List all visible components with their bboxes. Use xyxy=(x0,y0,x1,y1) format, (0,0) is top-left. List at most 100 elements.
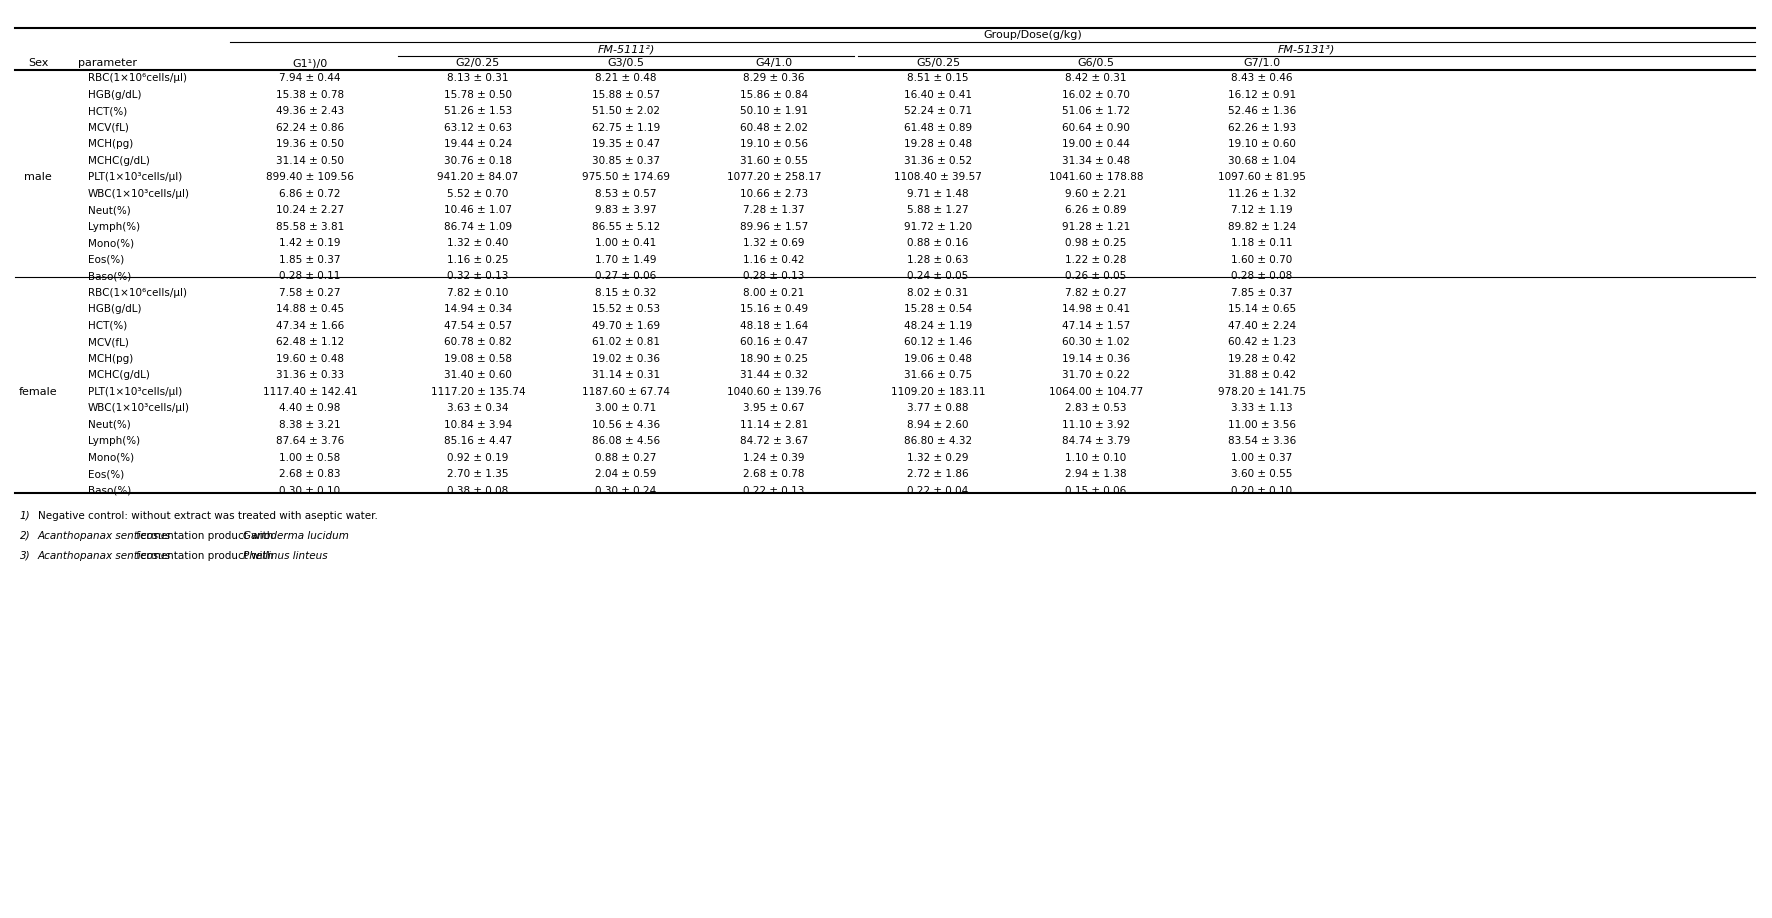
Text: 0.22 ± 0.04: 0.22 ± 0.04 xyxy=(907,486,969,496)
Text: 47.54 ± 0.57: 47.54 ± 0.57 xyxy=(445,320,512,330)
Text: 51.26 ± 1.53: 51.26 ± 1.53 xyxy=(443,106,512,117)
Text: 10.24 ± 2.27: 10.24 ± 2.27 xyxy=(276,206,344,215)
Text: 1.32 ± 0.69: 1.32 ± 0.69 xyxy=(742,239,804,248)
Text: 14.88 ± 0.45: 14.88 ± 0.45 xyxy=(276,304,344,314)
Text: WBC(1×10³cells/μl): WBC(1×10³cells/μl) xyxy=(89,189,190,199)
Text: Negative control: without extract was treated with aseptic water.: Negative control: without extract was tr… xyxy=(37,510,377,521)
Text: 8.13 ± 0.31: 8.13 ± 0.31 xyxy=(447,73,509,84)
Text: 7.82 ± 0.10: 7.82 ± 0.10 xyxy=(447,287,509,297)
Text: 50.10 ± 1.91: 50.10 ± 1.91 xyxy=(741,106,808,117)
Text: HCT(%): HCT(%) xyxy=(89,106,128,117)
Text: 0.88 ± 0.27: 0.88 ± 0.27 xyxy=(595,453,657,463)
Text: 86.55 ± 5.12: 86.55 ± 5.12 xyxy=(592,222,661,231)
Text: 16.02 ± 0.70: 16.02 ± 0.70 xyxy=(1061,90,1131,100)
Text: HCT(%): HCT(%) xyxy=(89,320,128,330)
Text: 2): 2) xyxy=(19,531,30,541)
Text: 3.33 ± 1.13: 3.33 ± 1.13 xyxy=(1232,403,1294,413)
Text: 18.90 ± 0.25: 18.90 ± 0.25 xyxy=(741,353,808,364)
Text: 7.58 ± 0.27: 7.58 ± 0.27 xyxy=(280,287,340,297)
Text: 9.60 ± 2.21: 9.60 ± 2.21 xyxy=(1065,189,1127,199)
Text: 16.12 ± 0.91: 16.12 ± 0.91 xyxy=(1228,90,1295,100)
Text: 19.60 ± 0.48: 19.60 ± 0.48 xyxy=(276,353,344,364)
Text: 19.02 ± 0.36: 19.02 ± 0.36 xyxy=(592,353,659,364)
Text: 84.74 ± 3.79: 84.74 ± 3.79 xyxy=(1061,436,1131,446)
Text: 15.14 ± 0.65: 15.14 ± 0.65 xyxy=(1228,304,1295,314)
Text: 15.52 ± 0.53: 15.52 ± 0.53 xyxy=(592,304,659,314)
Text: 0.30 ± 0.24: 0.30 ± 0.24 xyxy=(595,486,657,496)
Text: Sex: Sex xyxy=(28,58,48,68)
Text: 30.76 ± 0.18: 30.76 ± 0.18 xyxy=(445,156,512,166)
Text: Eos(%): Eos(%) xyxy=(89,469,124,479)
Text: 9.71 ± 1.48: 9.71 ± 1.48 xyxy=(907,189,969,199)
Text: 2.04 ± 0.59: 2.04 ± 0.59 xyxy=(595,469,657,479)
Text: 16.40 ± 0.41: 16.40 ± 0.41 xyxy=(904,90,973,100)
Text: 7.12 ± 1.19: 7.12 ± 1.19 xyxy=(1232,206,1294,215)
Text: 1040.60 ± 139.76: 1040.60 ± 139.76 xyxy=(727,386,820,397)
Text: 0.30 ± 0.10: 0.30 ± 0.10 xyxy=(280,486,340,496)
Text: 91.28 ± 1.21: 91.28 ± 1.21 xyxy=(1061,222,1131,231)
Text: fermentation product with: fermentation product with xyxy=(133,531,276,541)
Text: 10.56 ± 4.36: 10.56 ± 4.36 xyxy=(592,420,659,430)
Text: 9.83 ± 3.97: 9.83 ± 3.97 xyxy=(595,206,657,215)
Text: fermentation product with: fermentation product with xyxy=(133,551,276,561)
Text: 8.43 ± 0.46: 8.43 ± 0.46 xyxy=(1232,73,1294,84)
Text: G5/0.25: G5/0.25 xyxy=(916,58,960,68)
Text: 60.48 ± 2.02: 60.48 ± 2.02 xyxy=(741,123,808,133)
Text: 1.00 ± 0.58: 1.00 ± 0.58 xyxy=(280,453,340,463)
Text: 60.64 ± 0.90: 60.64 ± 0.90 xyxy=(1061,123,1131,133)
Text: 62.24 ± 0.86: 62.24 ± 0.86 xyxy=(276,123,344,133)
Text: 14.94 ± 0.34: 14.94 ± 0.34 xyxy=(445,304,512,314)
Text: 1041.60 ± 178.88: 1041.60 ± 178.88 xyxy=(1049,173,1143,183)
Text: 7.85 ± 0.37: 7.85 ± 0.37 xyxy=(1232,287,1294,297)
Text: 47.40 ± 2.24: 47.40 ± 2.24 xyxy=(1228,320,1295,330)
Text: Lymph(%): Lymph(%) xyxy=(89,222,140,231)
Text: 89.96 ± 1.57: 89.96 ± 1.57 xyxy=(741,222,808,231)
Text: 1): 1) xyxy=(19,510,30,521)
Text: 15.86 ± 0.84: 15.86 ± 0.84 xyxy=(741,90,808,100)
Text: 8.15 ± 0.32: 8.15 ± 0.32 xyxy=(595,287,657,297)
Text: 8.21 ± 0.48: 8.21 ± 0.48 xyxy=(595,73,657,84)
Text: 63.12 ± 0.63: 63.12 ± 0.63 xyxy=(445,123,512,133)
Text: 0.22 ± 0.13: 0.22 ± 0.13 xyxy=(742,486,804,496)
Text: 2.70 ± 1.35: 2.70 ± 1.35 xyxy=(447,469,509,479)
Text: 47.34 ± 1.66: 47.34 ± 1.66 xyxy=(276,320,344,330)
Text: MCH(pg): MCH(pg) xyxy=(89,353,133,364)
Text: 3.77 ± 0.88: 3.77 ± 0.88 xyxy=(907,403,969,413)
Text: 7.94 ± 0.44: 7.94 ± 0.44 xyxy=(280,73,340,84)
Text: 1.32 ± 0.29: 1.32 ± 0.29 xyxy=(907,453,969,463)
Text: Eos(%): Eos(%) xyxy=(89,255,124,264)
Text: 60.30 ± 1.02: 60.30 ± 1.02 xyxy=(1061,337,1131,347)
Text: 1187.60 ± 67.74: 1187.60 ± 67.74 xyxy=(581,386,670,397)
Text: 19.08 ± 0.58: 19.08 ± 0.58 xyxy=(445,353,512,364)
Text: 8.42 ± 0.31: 8.42 ± 0.31 xyxy=(1065,73,1127,84)
Text: G1¹)/0: G1¹)/0 xyxy=(292,58,328,68)
Text: Mono(%): Mono(%) xyxy=(89,453,135,463)
Text: 49.70 ± 1.69: 49.70 ± 1.69 xyxy=(592,320,659,330)
Text: 1.00 ± 0.37: 1.00 ± 0.37 xyxy=(1232,453,1292,463)
Text: 51.50 ± 2.02: 51.50 ± 2.02 xyxy=(592,106,659,117)
Text: 19.28 ± 0.42: 19.28 ± 0.42 xyxy=(1228,353,1295,364)
Text: 8.02 ± 0.31: 8.02 ± 0.31 xyxy=(907,287,969,297)
Text: 1109.20 ± 183.11: 1109.20 ± 183.11 xyxy=(891,386,985,397)
Text: 19.44 ± 0.24: 19.44 ± 0.24 xyxy=(445,140,512,150)
Text: 52.46 ± 1.36: 52.46 ± 1.36 xyxy=(1228,106,1295,117)
Text: 8.00 ± 0.21: 8.00 ± 0.21 xyxy=(744,287,804,297)
Text: 30.85 ± 0.37: 30.85 ± 0.37 xyxy=(592,156,659,166)
Text: 19.14 ± 0.36: 19.14 ± 0.36 xyxy=(1061,353,1131,364)
Text: Neut(%): Neut(%) xyxy=(89,420,131,430)
Text: 86.08 ± 4.56: 86.08 ± 4.56 xyxy=(592,436,659,446)
Text: 0.20 ± 0.10: 0.20 ± 0.10 xyxy=(1232,486,1292,496)
Text: 2.94 ± 1.38: 2.94 ± 1.38 xyxy=(1065,469,1127,479)
Text: 30.68 ± 1.04: 30.68 ± 1.04 xyxy=(1228,156,1295,166)
Text: 48.24 ± 1.19: 48.24 ± 1.19 xyxy=(904,320,973,330)
Text: 7.82 ± 0.27: 7.82 ± 0.27 xyxy=(1065,287,1127,297)
Text: 0.26 ± 0.05: 0.26 ± 0.05 xyxy=(1065,271,1127,281)
Text: 15.28 ± 0.54: 15.28 ± 0.54 xyxy=(904,304,973,314)
Text: 1.00 ± 0.41: 1.00 ± 0.41 xyxy=(595,239,657,248)
Text: 1.28 ± 0.63: 1.28 ± 0.63 xyxy=(907,255,969,264)
Text: Mono(%): Mono(%) xyxy=(89,239,135,248)
Text: 15.78 ± 0.50: 15.78 ± 0.50 xyxy=(445,90,512,100)
Text: parameter: parameter xyxy=(78,58,136,68)
Text: Ganoderma lucidum: Ganoderma lucidum xyxy=(243,531,349,541)
Text: 1097.60 ± 81.95: 1097.60 ± 81.95 xyxy=(1217,173,1306,183)
